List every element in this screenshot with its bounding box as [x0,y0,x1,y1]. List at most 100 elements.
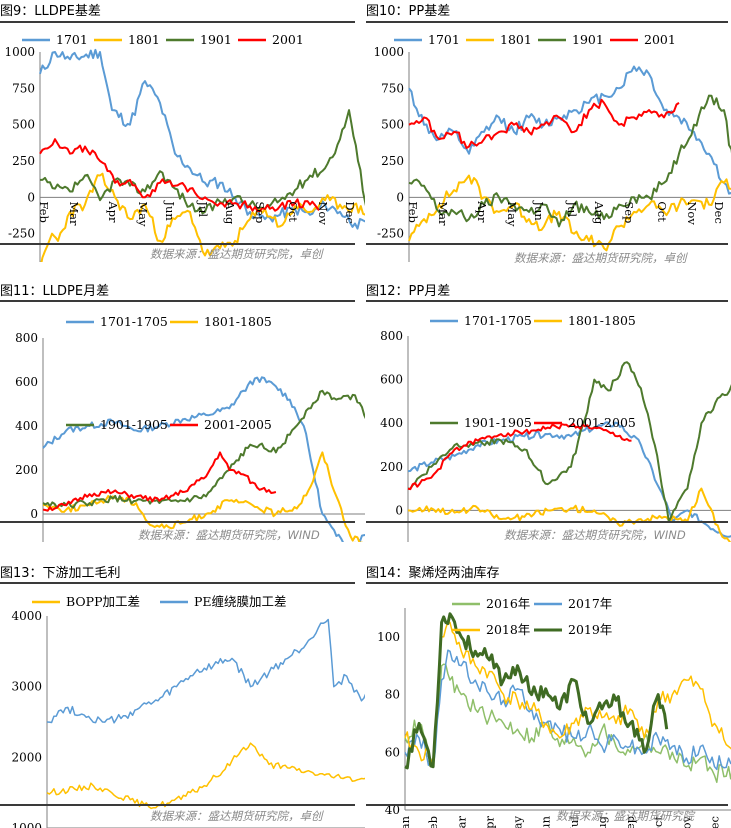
series-line-1801-1805 [42,451,363,542]
series-line-bopp [46,742,365,810]
chart-lldpe-spread: -2000200400600800JunJulAugSepOctNovDec17… [15,314,365,542]
legend-item-2001: 2001 [238,32,304,47]
y-tick-label: 500 [12,118,35,132]
panel-polyolefin-inventory: 图14：聚烯烃两油库存 40 60 80 100 Jan Feb Mar Apr May Jun J… [366,562,731,828]
y-tick-label: 500 [381,118,404,132]
x-tick-label: Aug [223,200,237,225]
y-tick-label: 400 [380,416,403,430]
y-tick-label: 800 [15,331,38,345]
series-group [404,612,731,784]
legend-label: 1901 [200,32,232,47]
legend-item-bopp: BOPP加工差 [32,594,140,609]
series-line-pe [46,618,365,724]
x-tick-label: Apr [106,200,120,223]
series-line-2019 [404,612,669,770]
bottom-rule [0,521,355,523]
y-tick-label: 1000 [11,821,42,828]
panel-title: 图10：PP基差 [366,4,451,19]
series-group [408,65,731,252]
legend-label: 1901-1905 [464,415,532,430]
bottom-rule [0,804,355,806]
chart-downstream-margin: 100020003000400020182019BOPP加工差PE缠绕膜加工差 [11,594,365,828]
x-tick-label: Jul [567,816,581,828]
panel-title: 图14：聚烯烃两油库存 [366,566,500,581]
legend-item-1801: 1801 [466,32,532,47]
title-rule [366,21,728,23]
x-tick-label: Apr [475,200,489,223]
legend-label: 2018年 [486,622,530,637]
panel-title: 图11：LLDPE月差 [0,284,110,299]
y-tick-label: -250 [8,227,35,241]
y-tick-label: 200 [15,463,38,477]
y-tick-label: 40 [385,803,400,817]
legend-label: 2001 [272,32,304,47]
x-tick-label: Feb [37,201,51,223]
legend-label: 1701 [428,32,460,47]
legend-item-1901-1905: 1901-1905 [430,415,532,430]
chart-lldpe-basis: -500-25002505007501000FebMarAprMayJunJul… [4,32,365,262]
legend-label: 1801-1805 [204,314,272,329]
legend-label: 1801 [128,32,160,47]
panel-lldpe-basis: 图9：LLDPE基差 -500-25002505007501000FebMarA… [0,0,365,262]
y-tick-label: 0 [30,507,38,521]
chart-pp-basis: -500-25002505007501000FebMarAprMayJunJul… [373,32,731,262]
x-tick-label: Dec [712,201,726,223]
x-tick-label: Jun [532,200,546,221]
legend-label: 2001 [644,32,676,47]
y-tick-label: 600 [15,375,38,389]
x-tick-label: Mar [436,201,450,226]
series-group [39,48,365,262]
x-tick-label: Mar [67,201,81,226]
panel-title: 图12：PP月差 [366,284,451,299]
y-tick-label: 1000 [4,45,35,59]
panel-pp-basis: 图10：PP基差 -500-25002505007501000FebMarApr… [366,0,731,265]
x-tick-label: Nov [679,815,693,828]
y-tick-label: 0 [395,503,403,517]
x-tick-label: Feb [426,816,440,828]
x-tick-label: Jun [539,815,553,828]
x-tick-label: Nov [316,201,330,225]
y-tick-label: 2000 [11,750,42,764]
panel-downstream-margin: 图13：下游加工毛利 100020003000400020182019BOPP加… [0,562,365,828]
legend-item-1901-1905: 1901-1905 [66,417,168,432]
x-tick-label: Nov [685,201,699,225]
series-line-1801 [408,174,731,252]
x-tick-label: Sep [623,816,637,828]
legend-label: 1701 [56,32,88,47]
series-line-1701-1705 [407,421,731,538]
source-note: 数据来源：盛达期货研究院 [556,809,694,823]
legend-item-2018: 2018年 [452,622,530,637]
y-tick-label: 750 [381,81,404,95]
legend-label: 1901 [572,32,604,47]
legend-item-2001-2005: 2001-2005 [170,417,272,432]
legend-label: 2001-2005 [204,417,272,432]
x-tick-label: Oct [655,201,669,222]
y-tick-label: 600 [380,373,403,387]
panel-title: 图13：下游加工毛利 [0,566,121,581]
x-tick-label: Jan [398,815,412,828]
series-line-1901 [40,109,365,215]
x-tick-label: May [505,201,519,227]
title-rule [366,582,728,584]
y-tick-label: 60 [385,745,400,759]
x-tick-label: Feb [406,201,420,223]
series-line-1801-1805 [407,487,731,542]
y-tick-label: 1000 [373,45,404,59]
chart-pp-spread: -2000200400600800JunJulAugSepOctNovDec17… [380,313,731,542]
y-tick-label: -250 [377,227,404,241]
legend-item-2017: 2017年 [534,596,612,611]
legend-label: 1701-1705 [100,314,168,329]
x-tick-label: Apr [482,816,496,828]
y-tick-label: 750 [12,81,35,95]
y-tick-label: 200 [380,460,403,474]
bottom-rule [366,804,728,806]
x-tick-label: Jun [163,200,177,221]
x-tick-label: Jul [565,200,579,217]
y-tick-label: 800 [380,329,403,343]
legend-item-2001: 2001 [610,32,676,47]
y-tick-label: 250 [12,154,35,168]
series-group [42,376,365,542]
source-note: 数据来源：盛达期货研究院，WIND [504,528,686,542]
series-group [46,618,365,810]
legend-item-1701-1705: 1701-1705 [66,314,168,329]
